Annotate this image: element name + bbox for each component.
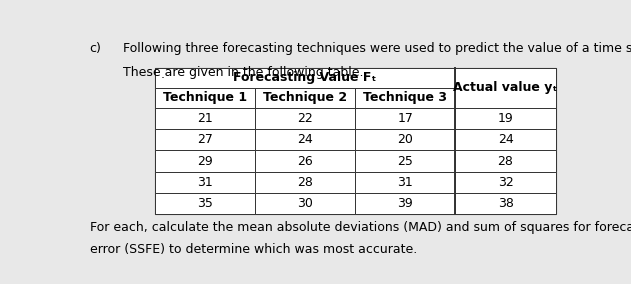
Text: 29: 29 xyxy=(197,154,213,168)
Text: 31: 31 xyxy=(197,176,213,189)
Text: 20: 20 xyxy=(398,133,413,146)
Bar xyxy=(155,172,255,193)
Text: 17: 17 xyxy=(398,112,413,125)
Bar xyxy=(255,193,355,214)
Text: 28: 28 xyxy=(297,176,313,189)
Text: error (SSFE) to determine which was most accurate.: error (SSFE) to determine which was most… xyxy=(90,243,417,256)
Text: 25: 25 xyxy=(398,154,413,168)
Text: c): c) xyxy=(90,42,102,55)
Text: Technique 1: Technique 1 xyxy=(163,91,247,104)
Text: Forecasting Value Fₜ: Forecasting Value Fₜ xyxy=(233,71,377,84)
Text: 27: 27 xyxy=(197,133,213,146)
Bar xyxy=(255,88,355,108)
Text: Technique 2: Technique 2 xyxy=(263,91,347,104)
Text: Actual value yₜ: Actual value yₜ xyxy=(454,81,558,94)
Bar xyxy=(456,129,556,150)
Bar xyxy=(255,172,355,193)
Bar xyxy=(456,193,556,214)
Bar xyxy=(255,108,355,129)
Bar xyxy=(155,108,255,129)
Text: 26: 26 xyxy=(297,154,313,168)
Bar xyxy=(255,150,355,172)
Text: 22: 22 xyxy=(297,112,313,125)
Bar xyxy=(456,68,556,108)
Bar xyxy=(355,150,456,172)
Text: These are given in the following table.: These are given in the following table. xyxy=(123,66,363,79)
Bar xyxy=(355,129,456,150)
Text: For each, calculate the mean absolute deviations (MAD) and sum of squares for fo: For each, calculate the mean absolute de… xyxy=(90,221,631,234)
Bar xyxy=(456,108,556,129)
Text: 35: 35 xyxy=(197,197,213,210)
Bar xyxy=(155,88,255,108)
Text: 32: 32 xyxy=(498,176,514,189)
Bar xyxy=(456,150,556,172)
Bar xyxy=(355,108,456,129)
Text: 24: 24 xyxy=(498,133,514,146)
Text: 19: 19 xyxy=(498,112,514,125)
Bar xyxy=(255,129,355,150)
Bar xyxy=(355,193,456,214)
Bar xyxy=(155,129,255,150)
Bar xyxy=(155,68,456,88)
Bar xyxy=(355,172,456,193)
Text: 21: 21 xyxy=(197,112,213,125)
Bar xyxy=(155,193,255,214)
Text: 39: 39 xyxy=(398,197,413,210)
Text: 31: 31 xyxy=(398,176,413,189)
Text: Technique 3: Technique 3 xyxy=(363,91,447,104)
Text: 30: 30 xyxy=(297,197,313,210)
Text: ·: · xyxy=(160,72,165,85)
Text: 38: 38 xyxy=(498,197,514,210)
Text: 28: 28 xyxy=(498,154,514,168)
Bar xyxy=(355,88,456,108)
Text: Following three forecasting techniques were used to predict the value of a time : Following three forecasting techniques w… xyxy=(123,42,631,55)
Bar xyxy=(155,68,556,214)
Text: 24: 24 xyxy=(297,133,313,146)
Bar xyxy=(155,150,255,172)
Bar xyxy=(456,172,556,193)
